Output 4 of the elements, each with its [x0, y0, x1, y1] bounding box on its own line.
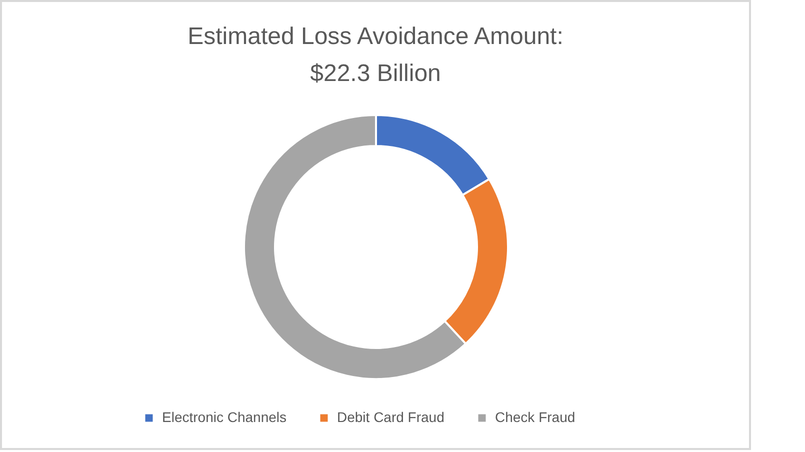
legend-label: Debit Card Fraud [337, 409, 444, 425]
legend-label: Electronic Channels [162, 409, 287, 425]
legend-label: Check Fraud [495, 409, 576, 425]
chart-title: Estimated Loss Avoidance Amount: $22.3 Billion [188, 23, 564, 87]
